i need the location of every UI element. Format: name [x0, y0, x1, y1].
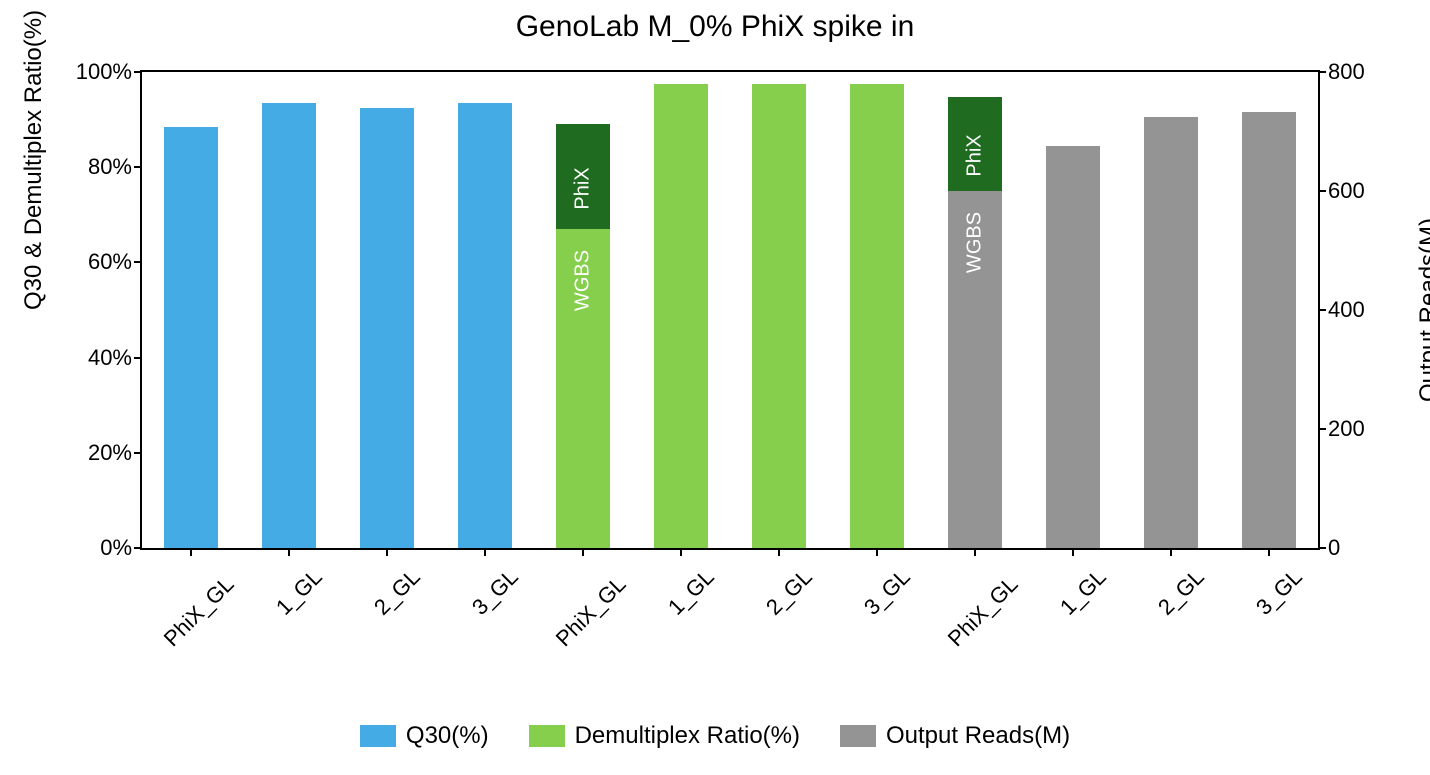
legend-item: Demultiplex Ratio(%) — [529, 722, 800, 750]
legend-label: Demultiplex Ratio(%) — [575, 722, 800, 750]
x-category-label: PhiX_GL — [159, 571, 240, 652]
bar — [1242, 112, 1296, 548]
x-tick-mark — [876, 548, 878, 556]
y-left-tick-label: 100% — [76, 59, 142, 85]
bar-segment: WGBS — [556, 229, 610, 548]
legend-swatch — [360, 725, 396, 747]
y-right-tick-mark — [1318, 547, 1326, 549]
bar-segment — [752, 84, 806, 548]
x-category-label: 1_GL — [1055, 564, 1111, 620]
bar — [654, 84, 708, 548]
bar-segment — [1046, 146, 1100, 548]
chart-title: GenoLab M_0% PhiX spike in — [0, 10, 1430, 44]
y-left-tick-mark — [134, 452, 142, 454]
y-right-tick-mark — [1318, 71, 1326, 73]
x-category-label: 1_GL — [663, 564, 719, 620]
legend-swatch — [840, 725, 876, 747]
legend-label: Output Reads(M) — [886, 722, 1070, 750]
chart-container: GenoLab M_0% PhiX spike in Q30 & Demulti… — [0, 0, 1430, 775]
plot-area: 0%20%40%60%80%100%0200400600800PhiX_GL1_… — [140, 70, 1320, 550]
bar — [752, 84, 806, 548]
y-left-tick-mark — [134, 71, 142, 73]
bar-segment: WGBS — [948, 191, 1002, 548]
y-axis-left-label: Q30 & Demultiplex Ratio(%) — [20, 10, 48, 310]
y-right-tick-mark — [1318, 190, 1326, 192]
x-tick-mark — [288, 548, 290, 556]
bar: WGBSPhiX — [556, 124, 610, 548]
bar — [164, 127, 218, 548]
x-tick-mark — [1268, 548, 1270, 556]
bar-segment — [850, 84, 904, 548]
bar — [262, 103, 316, 548]
x-tick-mark — [582, 548, 584, 556]
x-tick-mark — [778, 548, 780, 556]
bar-segment — [1144, 117, 1198, 548]
bar-segment — [360, 108, 414, 548]
y-left-tick-mark — [134, 357, 142, 359]
y-left-tick-mark — [134, 547, 142, 549]
x-category-label: 2_GL — [761, 564, 817, 620]
x-category-label: 3_GL — [467, 564, 523, 620]
x-tick-mark — [680, 548, 682, 556]
bar — [458, 103, 512, 548]
legend-label: Q30(%) — [406, 722, 489, 750]
x-category-label: PhiX_GL — [551, 571, 632, 652]
x-tick-mark — [484, 548, 486, 556]
x-tick-mark — [1072, 548, 1074, 556]
bar-segment — [654, 84, 708, 548]
y-left-tick-mark — [134, 261, 142, 263]
bar — [850, 84, 904, 548]
bar — [1144, 117, 1198, 548]
bar-segment — [1242, 112, 1296, 548]
legend: Q30(%) Demultiplex Ratio(%) Output Reads(M… — [0, 722, 1430, 750]
bar-segment: PhiX — [556, 124, 610, 229]
y-axis-right-label: Output Reads(M) — [1415, 218, 1430, 402]
x-tick-mark — [974, 548, 976, 556]
bar-segment — [164, 127, 218, 548]
legend-item: Q30(%) — [360, 722, 489, 750]
bar — [1046, 146, 1100, 548]
y-right-tick-mark — [1318, 428, 1326, 430]
x-category-label: 2_GL — [1153, 564, 1209, 620]
y-left-tick-mark — [134, 166, 142, 168]
x-category-label: 3_GL — [859, 564, 915, 620]
x-tick-mark — [190, 548, 192, 556]
x-tick-mark — [1170, 548, 1172, 556]
bar: WGBSPhiX — [948, 97, 1002, 548]
x-category-label: PhiX_GL — [943, 571, 1024, 652]
bar-segment: PhiX — [948, 97, 1002, 191]
legend-item: Output Reads(M) — [840, 722, 1070, 750]
x-tick-mark — [386, 548, 388, 556]
bar-segment — [262, 103, 316, 548]
bar-segment — [458, 103, 512, 548]
y-right-tick-mark — [1318, 309, 1326, 311]
x-category-label: 1_GL — [271, 564, 327, 620]
bar — [360, 108, 414, 548]
x-category-label: 3_GL — [1251, 564, 1307, 620]
legend-swatch — [529, 725, 565, 747]
x-category-label: 2_GL — [369, 564, 425, 620]
